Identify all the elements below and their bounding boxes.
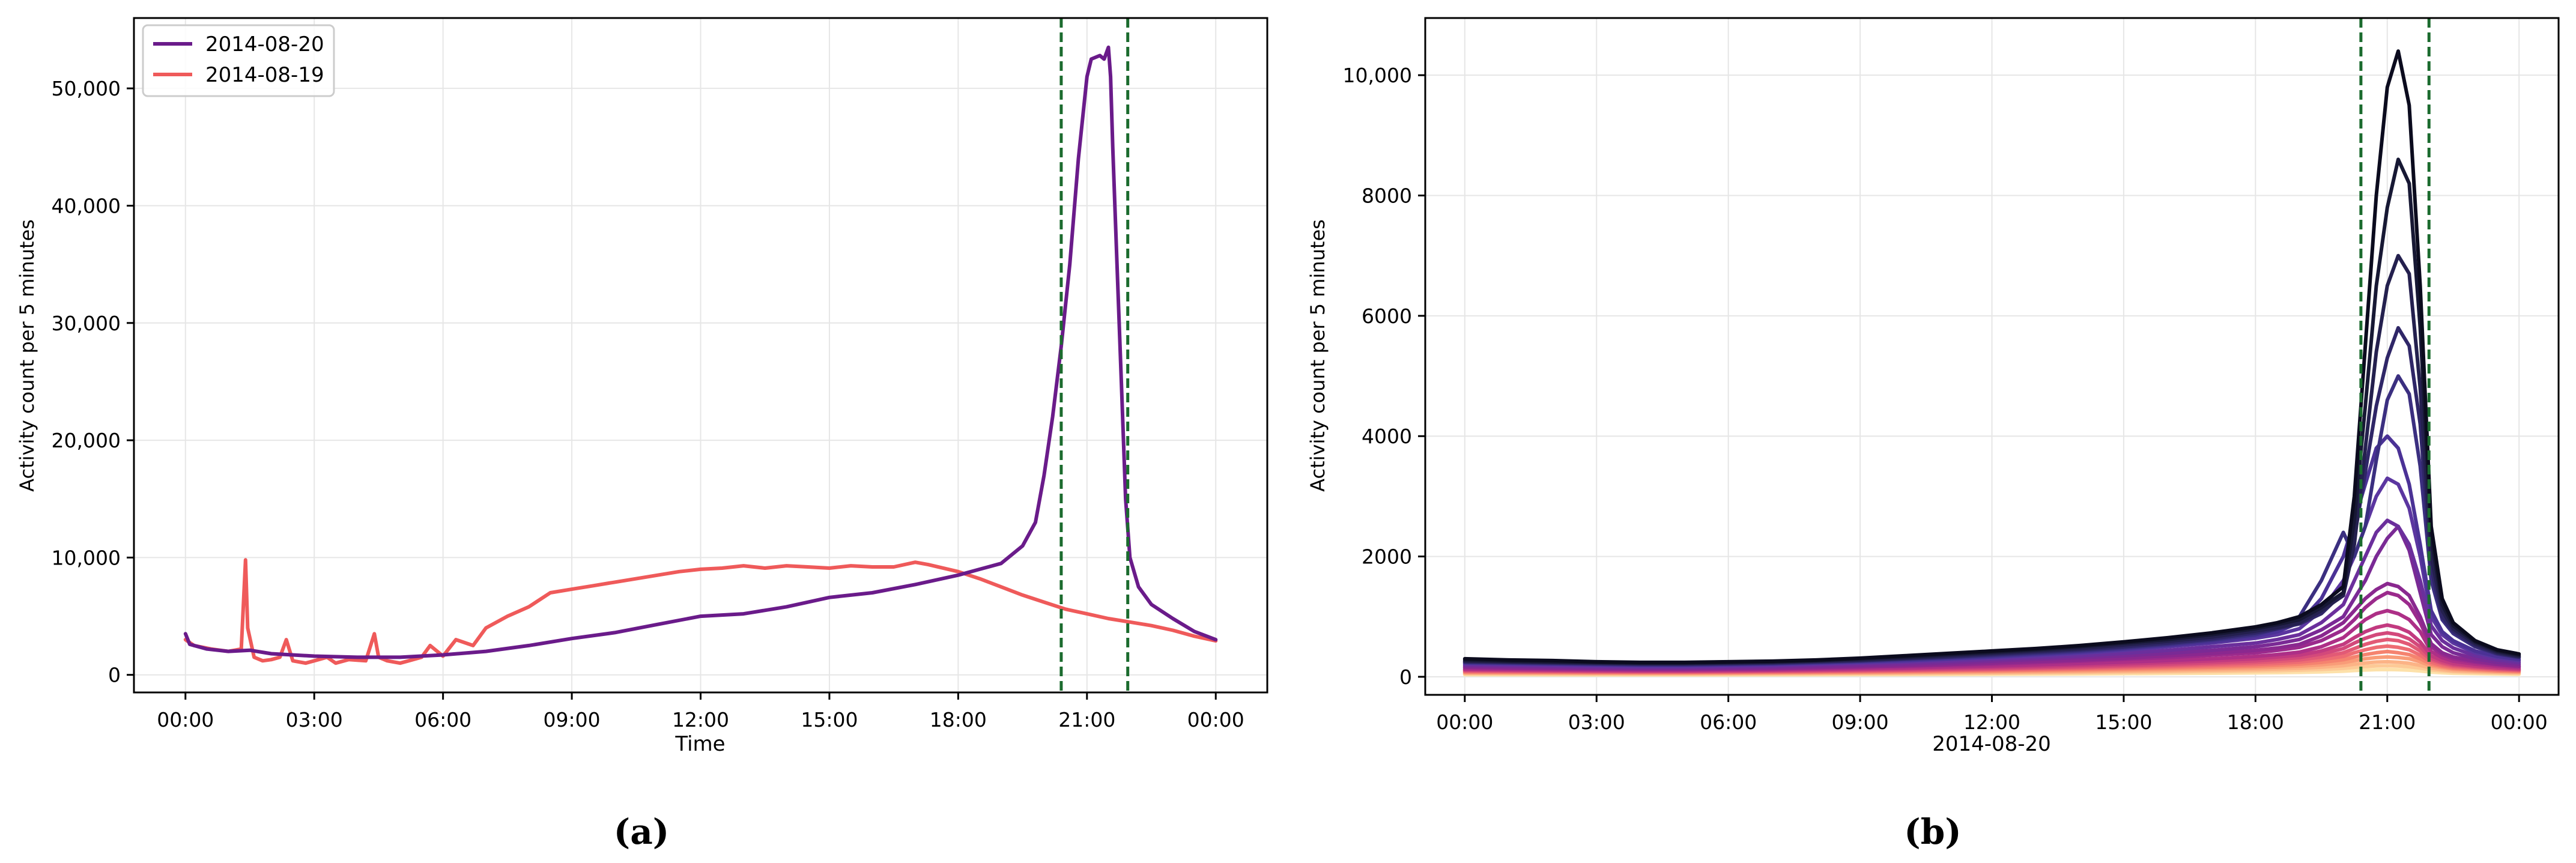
x-tick-label: 03:00 — [1568, 710, 1625, 734]
x-tick-label: 09:00 — [544, 708, 601, 731]
x-axis-a: 00:00 03:00 06:00 09:00 12:00 15:00 18:00 21:00… — [157, 692, 1244, 731]
y-tick-label: 4000 — [1362, 425, 1412, 448]
y-axis-label-a: Activity count per 5 minutes — [16, 219, 38, 492]
y-tick-label: 40,000 — [52, 194, 121, 217]
x-tick-label: 06:00 — [414, 708, 471, 731]
y-tick-label: 30,000 — [52, 312, 121, 335]
x-tick-label: 18:00 — [930, 708, 987, 731]
x-tick-label: 12:00 — [1963, 710, 2020, 734]
series-line-0 — [1462, 49, 2521, 664]
y-tick-label: 0 — [108, 664, 121, 687]
x-tick-label: 06:00 — [1700, 710, 1757, 734]
plot-area-a — [183, 45, 1218, 665]
vlines-a — [1059, 18, 1130, 692]
series-line-2014-08-19 — [183, 558, 1218, 665]
x-tick-label: 21:00 — [1058, 708, 1115, 731]
x-tick-label: 18:00 — [2227, 710, 2284, 734]
x-tick-label: 15:00 — [2095, 710, 2152, 734]
y-tick-label: 20,000 — [52, 429, 121, 452]
y-tick-label: 6000 — [1362, 304, 1412, 328]
x-tick-label: 00:00 — [1187, 708, 1244, 731]
x-tick-label: 00:00 — [2491, 710, 2548, 734]
y-tick-label: 0 — [1399, 665, 1412, 689]
panel-caption-a: (a) — [614, 811, 669, 852]
legend-label-2014-08-20: 2014-08-20 — [205, 32, 324, 56]
x-axis-label-a: Time — [674, 732, 725, 756]
y-axis-a: 0 10,000 20,000 30,000 40,000 50,000 — [52, 77, 134, 687]
panel-b: 00:00 03:00 06:00 09:00 12:00 15:00 18:00 21:00… — [1306, 17, 2560, 852]
y-axis-label-b: Activity count per 5 minutes — [1306, 219, 1329, 492]
y-tick-label: 2000 — [1362, 545, 1412, 569]
x-tick-label: 12:00 — [672, 708, 729, 731]
legend-a: 2014-08-20 2014-08-19 — [142, 24, 335, 97]
x-axis-label-b: 2014-08-20 — [1932, 732, 2051, 756]
x-tick-label: 09:00 — [1832, 710, 1889, 734]
y-axis-b: 0 2000 4000 6000 8000 10,000 — [1343, 64, 1425, 689]
legend-label-2014-08-19: 2014-08-19 — [205, 63, 324, 87]
series-line-2014-08-20 — [183, 45, 1218, 659]
plot-area-b — [1462, 49, 2521, 677]
y-tick-label: 10,000 — [1343, 64, 1412, 87]
y-tick-label: 8000 — [1362, 184, 1412, 208]
x-tick-label: 21:00 — [2359, 710, 2416, 734]
x-tick-label: 03:00 — [286, 708, 343, 731]
y-tick-label: 50,000 — [52, 77, 121, 100]
panel-caption-b: (b) — [1904, 811, 1961, 852]
grid-a — [134, 18, 1267, 692]
x-tick-label: 15:00 — [801, 708, 858, 731]
x-tick-label: 00:00 — [1436, 710, 1493, 734]
panel-a: 00:00 03:00 06:00 09:00 12:00 15:00 18:00 21:00… — [16, 17, 1268, 852]
vlines-b — [2359, 18, 2431, 695]
y-tick-label: 10,000 — [52, 546, 121, 569]
x-axis-b: 00:00 03:00 06:00 09:00 12:00 15:00 18:00 21:00… — [1436, 695, 2548, 734]
x-tick-label: 00:00 — [157, 708, 214, 731]
